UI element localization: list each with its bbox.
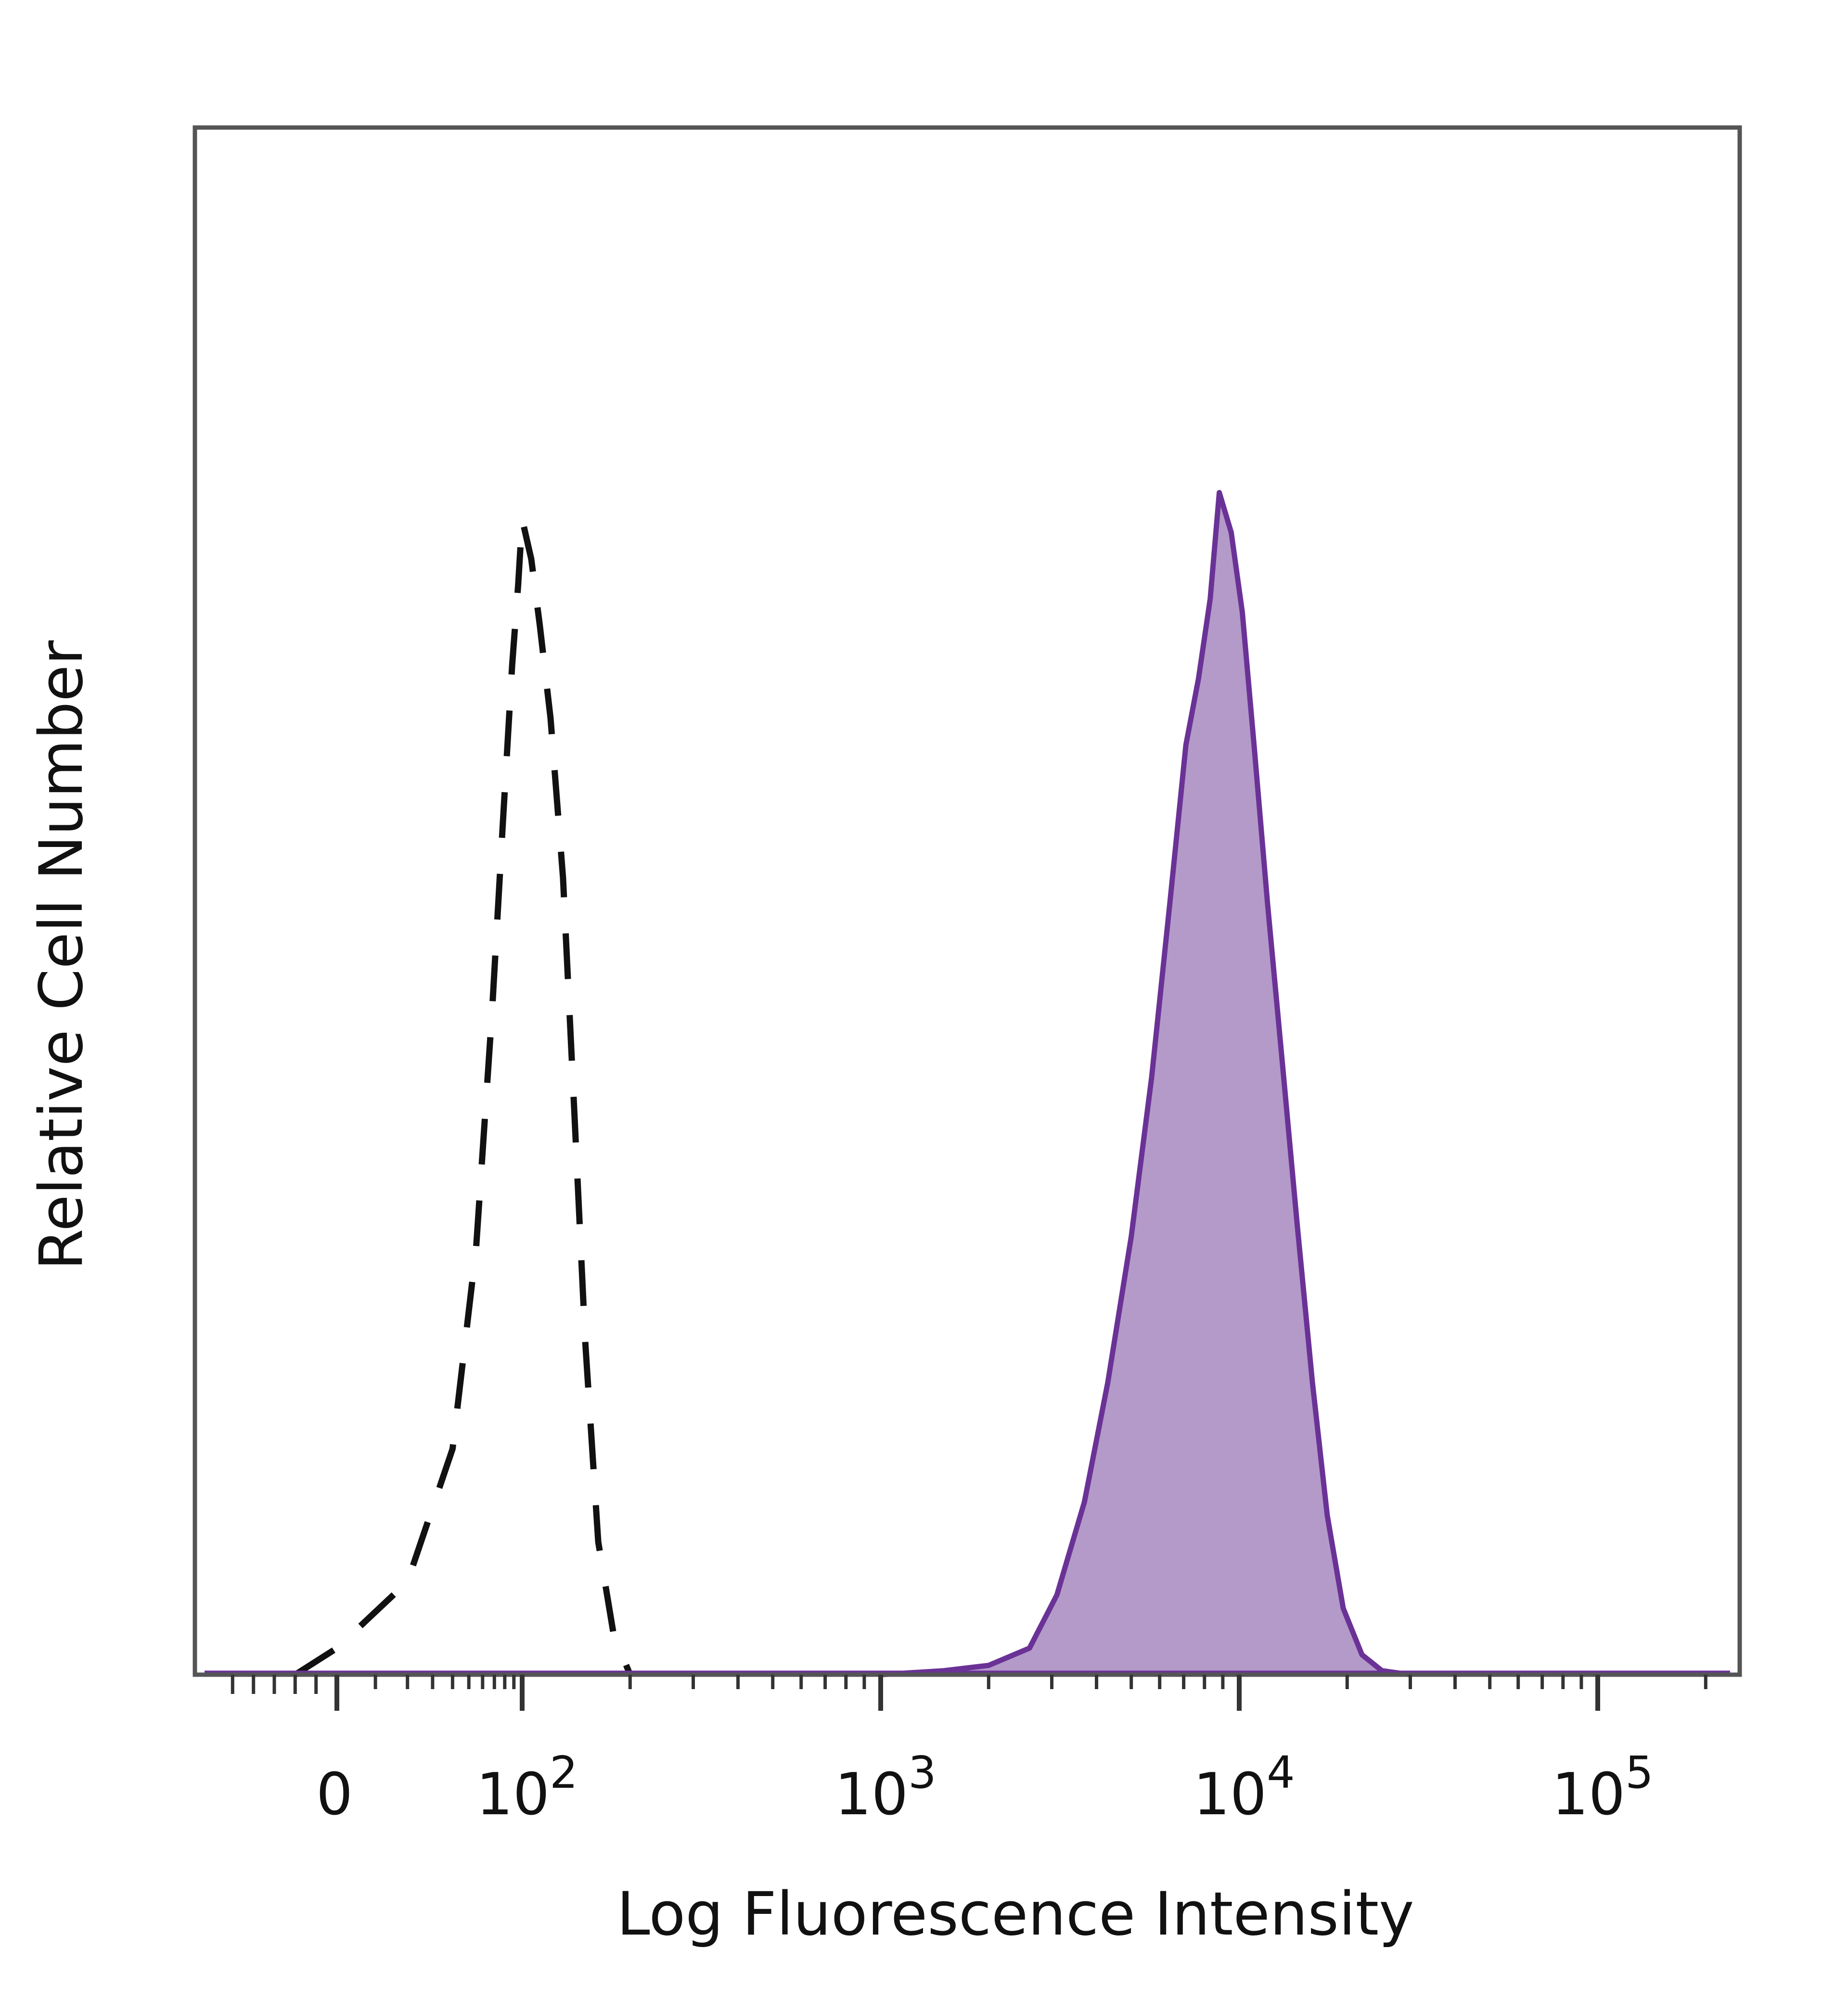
x-tick-label-base: 10 [1193,1761,1267,1828]
x-tick-label: 102 [476,1747,578,1828]
stained-histogram-outline [880,490,1411,1678]
x-tick-label-exponent: 5 [1625,1747,1654,1798]
x-tick-label: 104 [1193,1747,1295,1828]
x-tick-label-exponent: 3 [908,1747,937,1798]
x-axis-tick-labels: 0 102 103 104 105 [316,1747,1654,1828]
x-tick-label: 103 [834,1747,936,1828]
x-tick-label-exponent: 4 [1267,1747,1295,1798]
x-tick-label-exponent: 2 [550,1747,578,1798]
x-tick-label-base: 0 [316,1761,353,1828]
x-axis-ticks [231,1675,1707,1711]
x-tick-label-base: 10 [1552,1761,1625,1828]
control-histogram-dashed [293,516,633,1678]
x-tick-label-base: 10 [476,1761,550,1828]
plot-frame [192,125,1742,1677]
x-tick-label: 105 [1552,1747,1653,1828]
stained-histogram-fill [881,492,1411,1675]
histogram-curves [205,490,1730,1678]
y-axis-title: Relative Cell Number [27,641,96,1270]
x-axis-title: Log Fluorescence Intensity [617,1880,1414,1949]
x-tick-label-base: 10 [834,1761,908,1828]
x-tick-label: 0 [316,1761,353,1828]
